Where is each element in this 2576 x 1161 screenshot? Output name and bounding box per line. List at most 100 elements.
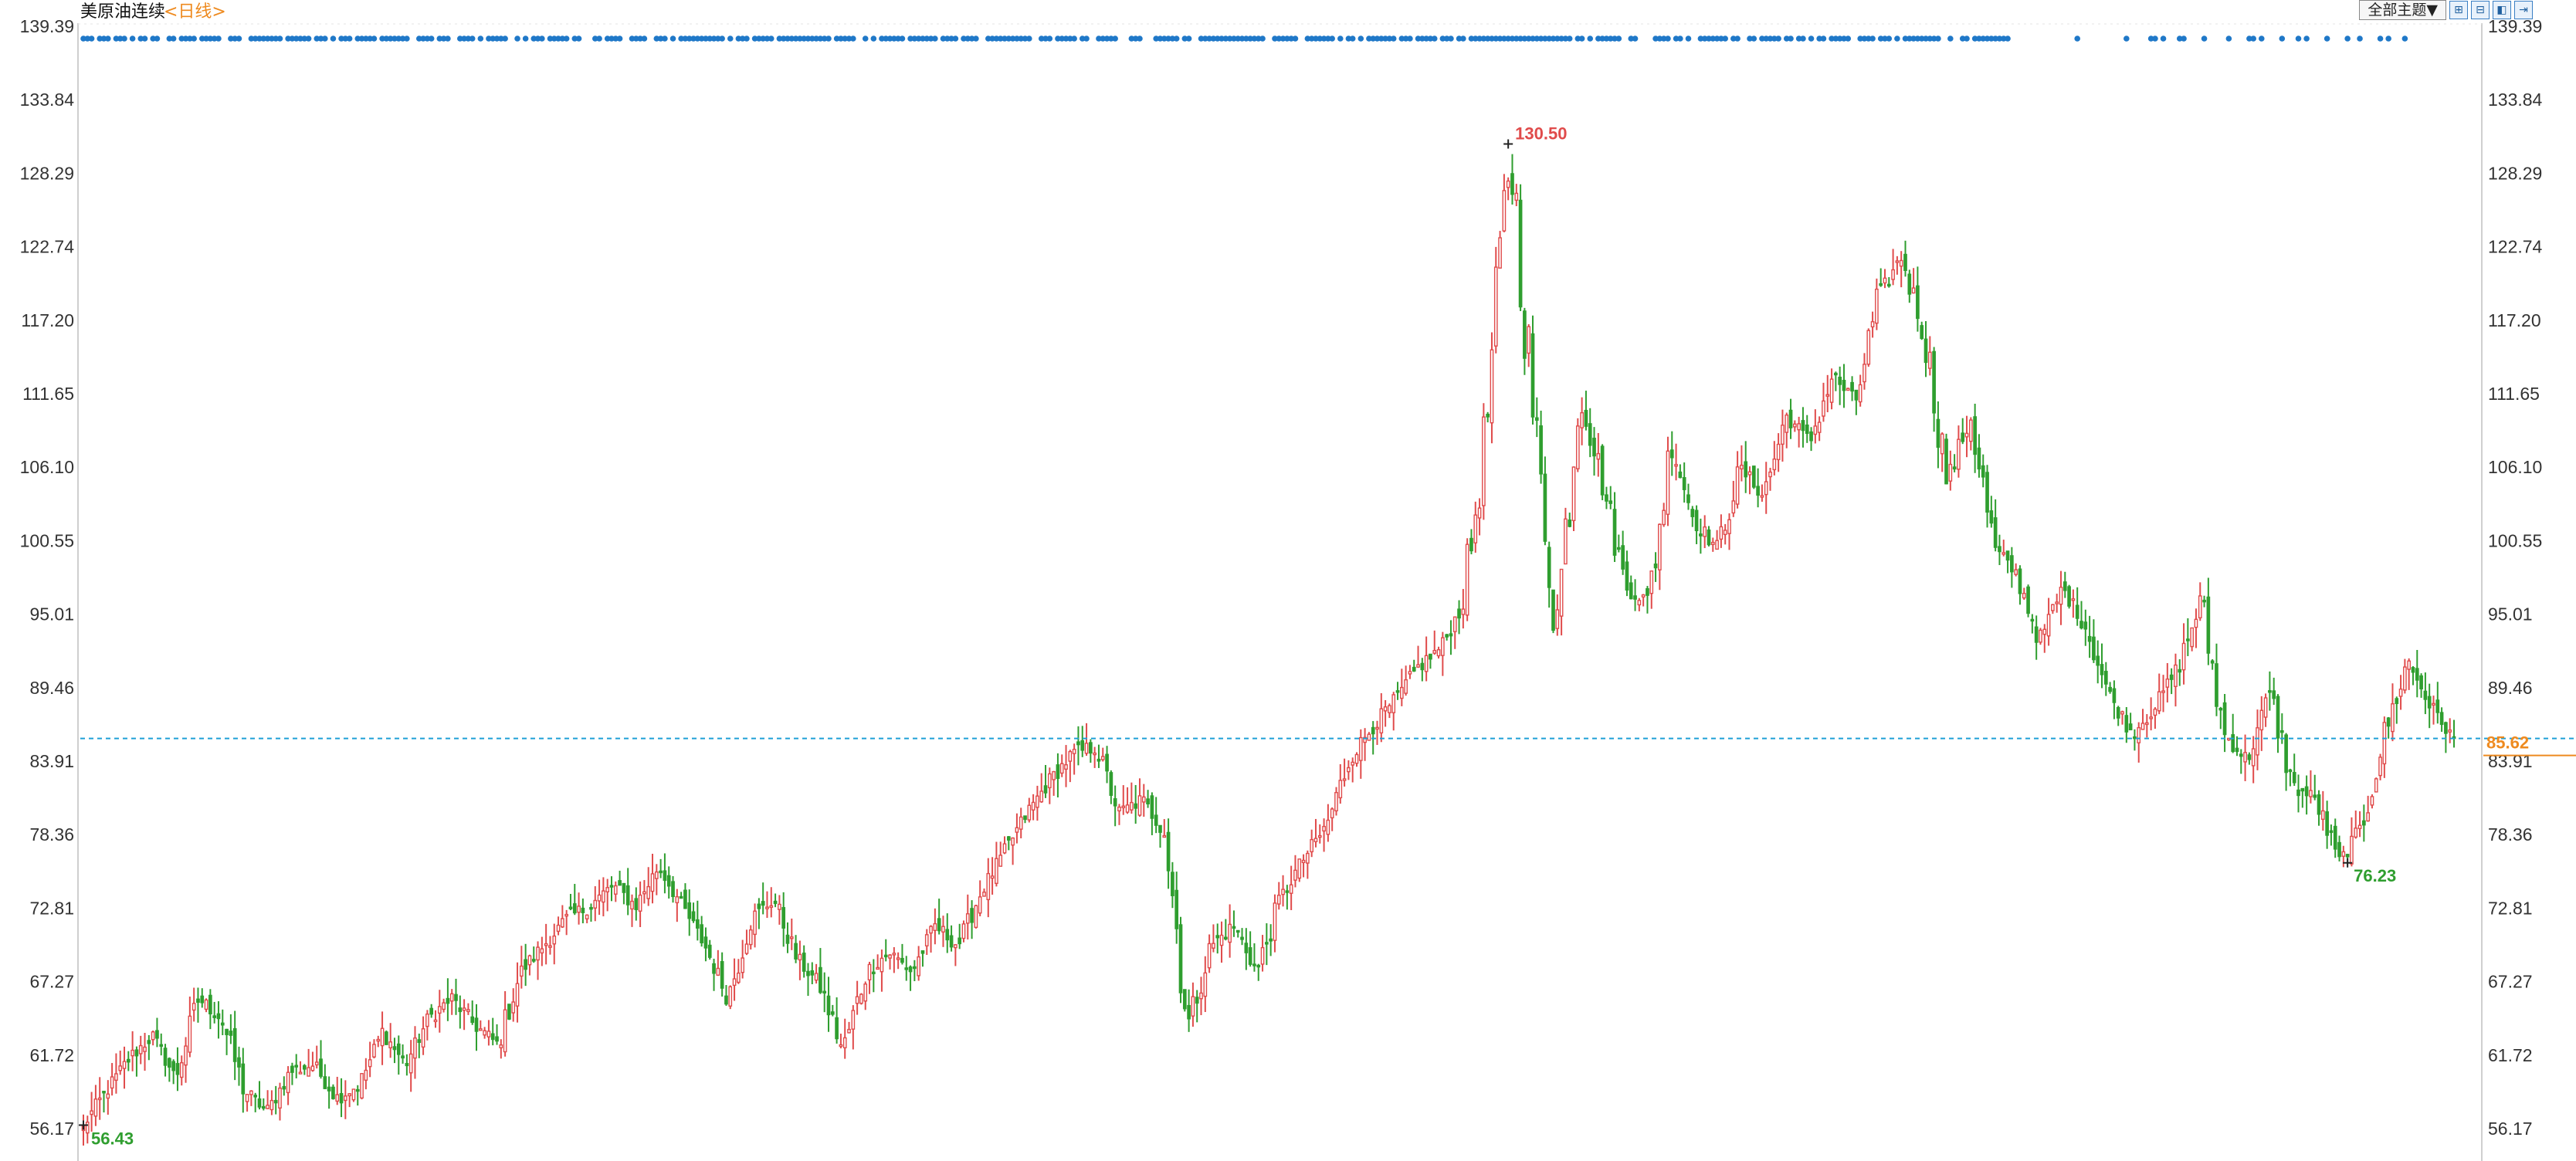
candle-body [1658,523,1662,570]
candle-body [1228,923,1232,943]
candle-body [564,913,569,917]
candle-body [1747,471,1752,476]
candle-body [122,1061,127,1069]
candle-body [2374,778,2378,793]
candle-body [1989,510,1994,524]
candle-body [2005,550,2010,561]
candle-body [388,1041,393,1048]
candle-body [773,900,778,905]
period-label[interactable]: <日线> [164,2,226,22]
event-dot [534,36,541,42]
event-dot [514,36,520,42]
candle-body [2432,702,2435,706]
right-tick-label: 78.36 [2488,824,2533,845]
event-dot [1894,36,1900,42]
left-tick-label: 117.20 [21,310,74,330]
event-dot [486,36,492,42]
candle-body [1523,310,1527,359]
candle-body [1886,283,1891,287]
candle-body [933,922,937,931]
event-dot [276,36,283,42]
candle-body [2055,601,2059,604]
candle-body [737,972,741,983]
event-dot [1366,36,1372,42]
candle-body [2174,664,2178,687]
candle-body [1703,526,1707,537]
event-dot [1096,36,1102,42]
candle-body [990,875,995,879]
candle-body [1932,350,1936,414]
candle-body [1625,561,1629,591]
candle-body [2419,675,2423,689]
layout-split-icon[interactable]: ⊟ [2471,1,2490,19]
event-dot [703,36,709,42]
candle-body [2284,734,2288,773]
candle-body [703,936,708,949]
event-dot [1734,36,1740,42]
left-tick-label: 95.01 [29,604,74,625]
event-dot [1722,36,1729,42]
candle-body [2026,586,2030,614]
event-dot [2323,36,2330,42]
event-dot [1042,36,1049,42]
right-tick-label: 95.01 [2488,604,2533,625]
candle-body [1137,795,1142,816]
candle-body [1875,288,1879,324]
event-dot [1980,36,1987,42]
candle-body [134,1049,139,1057]
candle-body [883,954,888,958]
candle-body [1289,884,1293,894]
candle-body [937,918,941,932]
candle-body [581,907,585,913]
candle-body [1212,943,1215,949]
candle-body [290,1065,294,1073]
event-dot [805,36,812,42]
event-dot [1832,36,1839,42]
candle-body [1968,419,1973,442]
event-dot [1530,36,1536,42]
event-dot [1984,36,1991,42]
candle-body [355,1088,360,1092]
candle-body [1555,609,1560,629]
candle-body [1735,466,1740,505]
event-dot [801,36,807,42]
candle-body [695,919,700,929]
candle-body [1514,192,1519,201]
export-icon[interactable]: ⇥ [2514,1,2533,19]
candle-body [1269,938,1273,942]
candle-body [266,1105,269,1109]
candle-body [302,1065,307,1070]
event-dot [1513,36,1520,42]
candle-body [1825,394,1830,397]
candle-body [1232,926,1236,929]
candle-body [130,1049,134,1057]
event-dot [1697,36,1704,42]
panel-toggle-icon[interactable]: ◧ [2493,1,2511,19]
candle-body [1764,481,1768,496]
event-dot [469,36,476,42]
candle-body [666,875,671,887]
event-dot [1836,36,1843,42]
event-dot [1132,36,1139,42]
layout-grid-icon[interactable]: ⊞ [2449,1,2468,19]
candle-body [2333,825,2337,850]
event-dot [1255,36,1262,42]
right-tick-label: 61.72 [2488,1045,2533,1065]
event-dot [555,36,561,42]
candle-body [282,1085,286,1090]
candle-body [536,946,540,961]
candle-body [1293,869,1297,881]
event-dot [833,36,840,42]
event-dot [371,36,378,42]
event-dot [559,36,566,42]
theme-dropdown-button[interactable]: 全部主题▼ [2359,0,2446,20]
candle-body [1669,449,1674,459]
candle-body [904,967,909,970]
right-tick-label: 83.91 [2488,751,2533,771]
event-dot [1829,36,1835,42]
event-dot [895,36,901,42]
candle-body [212,1015,217,1018]
event-dot [1914,36,1921,42]
event-dot [760,36,766,42]
candle-body [839,1044,843,1048]
